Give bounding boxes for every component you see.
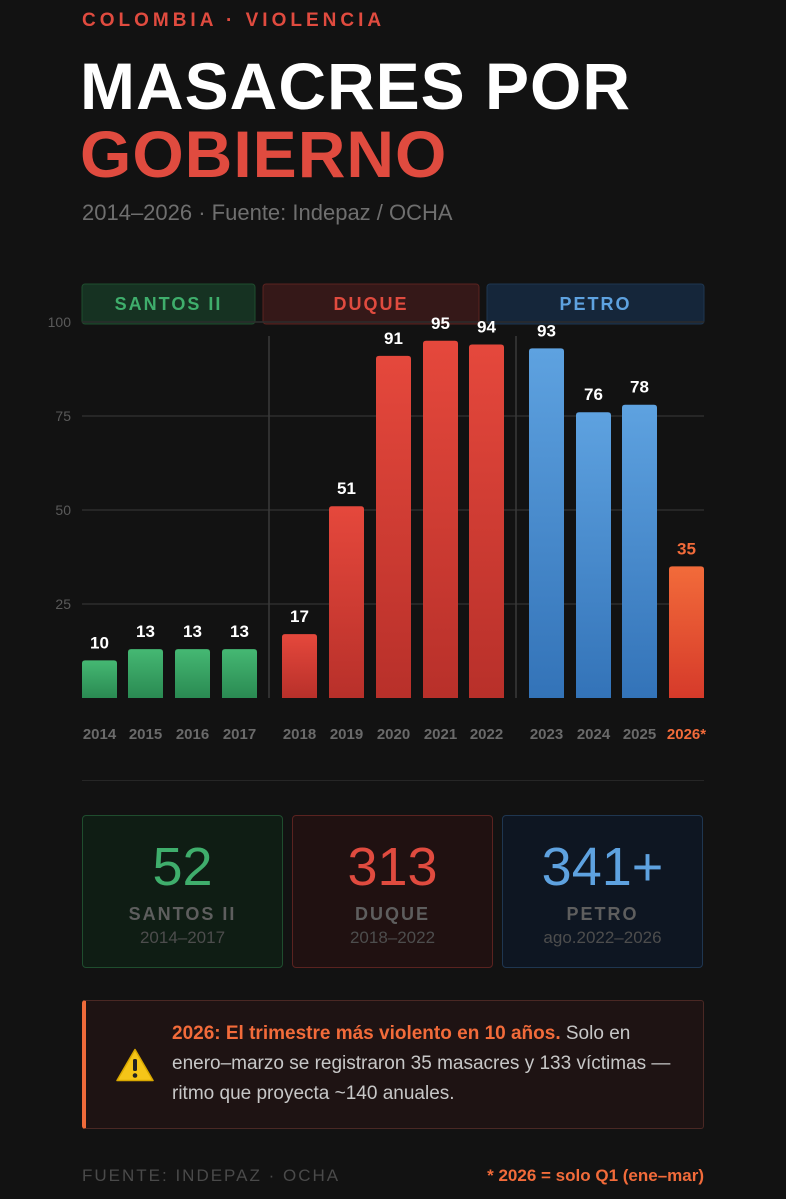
card-name: SANTOS II (128, 904, 237, 924)
bar-2018 (282, 634, 317, 698)
card-period: ago.2022–2026 (543, 928, 662, 947)
x-tick-label: 2017 (223, 726, 256, 743)
card-total: 52 (152, 837, 213, 897)
subtitle: 2014–2026 · Fuente: Indepaz / OCHA (82, 200, 453, 225)
bar-value-label: 91 (384, 329, 403, 348)
x-tick-label: 2020 (377, 726, 410, 743)
bar-value-label: 10 (90, 633, 109, 652)
bar-value-label: 95 (431, 314, 450, 333)
card-total: 341+ (541, 837, 664, 897)
x-tick-label: 2026* (667, 726, 706, 743)
y-tick-label: 50 (55, 502, 71, 518)
x-tick-label: 2016 (176, 726, 209, 743)
bar-value-label: 94 (477, 318, 496, 337)
kicker: COLOMBIA · VIOLENCIA (82, 10, 386, 31)
government-header-duque (262, 283, 480, 325)
footer-source: FUENTE: INDEPAZ · OCHA (82, 1166, 341, 1185)
card-period: 2018–2022 (349, 928, 436, 947)
section-divider (82, 780, 704, 781)
summary-card-santos: 52 SANTOS II 2014–2017 (82, 815, 283, 968)
page-title-line2: GOBIERNO (80, 117, 448, 191)
card-total: 313 (347, 837, 438, 897)
warning-icon (116, 1048, 154, 1082)
summary-card-duque: 313 DUQUE 2018–2022 (292, 815, 493, 968)
bar-2015 (128, 649, 163, 698)
government-header-santos-ii (81, 283, 256, 325)
bar-value-label: 93 (537, 321, 556, 340)
government-header-label: SANTOS II (115, 294, 223, 314)
bar-2023 (529, 348, 564, 698)
bar-2020 (376, 355, 411, 698)
y-tick-label: 75 (55, 408, 71, 424)
alert-box: 2026: El trimestre más violento en 10 añ… (82, 1000, 704, 1129)
x-tick-label: 2022 (470, 726, 503, 743)
bar-value-label: 13 (183, 622, 202, 641)
x-tick-label: 2019 (330, 726, 363, 743)
bar-2025 (622, 404, 657, 698)
card-name: DUQUE (354, 904, 430, 924)
bar-value-label: 78 (630, 378, 649, 397)
y-tick-label: 100 (48, 314, 72, 330)
bar-value-label: 76 (584, 385, 603, 404)
bar-value-label: 35 (677, 539, 696, 558)
government-header-label: PETRO (559, 294, 631, 314)
x-tick-label: 2021 (424, 726, 457, 743)
x-tick-label: 2023 (530, 726, 563, 743)
x-tick-label: 2018 (283, 726, 316, 743)
alert-text: 2026: El trimestre más violento en 10 añ… (172, 1019, 692, 1109)
bar-chart: 25 50 75 100 SANTOS II DUQUE PETRO 10 2014 13 2015… (48, 283, 706, 743)
alert-body: Solo en enero–marzo se registraron 35 ma… (172, 1023, 671, 1104)
bar-2021 (423, 340, 458, 698)
bar-value-label: 13 (230, 622, 249, 641)
card-period: 2014–2017 (139, 928, 226, 947)
bar-2026 (669, 566, 704, 698)
government-header-petro (486, 283, 705, 325)
x-tick-label: 2025 (623, 726, 656, 743)
card-name: PETRO (566, 904, 639, 924)
bar-value-label: 51 (337, 479, 356, 498)
page-title-line1: MASACRES POR (80, 49, 632, 123)
bar-value-label: 13 (136, 622, 155, 641)
x-tick-label: 2015 (129, 726, 162, 743)
bar-value-label: 17 (290, 607, 309, 626)
bar-2022 (469, 344, 504, 698)
bar-2024 (576, 412, 611, 698)
bar-2014 (82, 660, 117, 698)
y-tick-label: 25 (55, 596, 71, 612)
x-tick-label: 2024 (577, 726, 611, 743)
x-tick-label: 2014 (83, 726, 117, 743)
government-header-label: DUQUE (333, 294, 408, 314)
alert-lead: 2026: El trimestre más violento en 10 añ… (172, 1023, 561, 1044)
footer-note: * 2026 = solo Q1 (ene–mar) (487, 1166, 704, 1185)
summary-card-petro: 341+ PETRO ago.2022–2026 (502, 815, 703, 968)
bar-2019 (329, 506, 364, 698)
bar-2017 (222, 649, 257, 698)
bar-2016 (175, 649, 210, 698)
